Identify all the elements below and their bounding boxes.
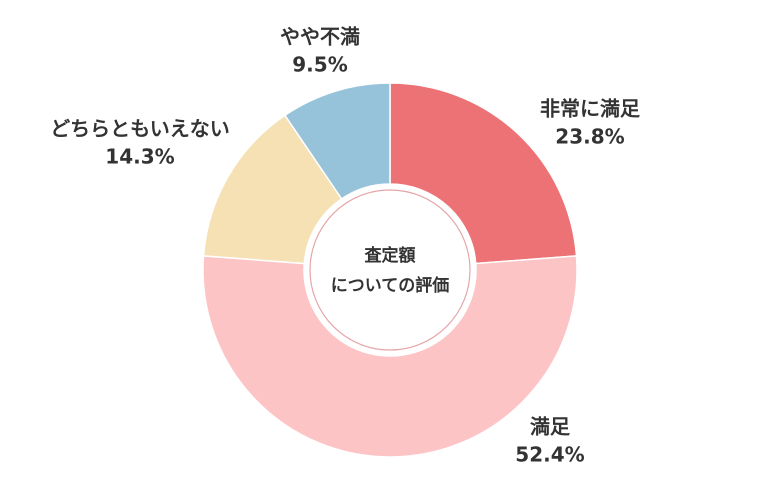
slice-value: 52.4% xyxy=(515,443,584,467)
slice-label: どちらともいえない xyxy=(50,117,230,141)
center-ring xyxy=(309,189,471,351)
center-title: についての評価 xyxy=(331,275,450,296)
slice-label: やや不満 xyxy=(280,25,360,49)
slice-label: 非常に満足 xyxy=(540,97,641,121)
center-disk xyxy=(304,184,476,356)
slices xyxy=(202,82,578,458)
center-title: 査定額 xyxy=(364,245,416,266)
slice xyxy=(389,82,578,265)
slice-value: 9.5% xyxy=(292,53,347,77)
slice-value: 14.3% xyxy=(105,145,174,169)
slice-label: 満足 xyxy=(530,415,571,439)
slice-value: 23.8% xyxy=(555,125,624,149)
